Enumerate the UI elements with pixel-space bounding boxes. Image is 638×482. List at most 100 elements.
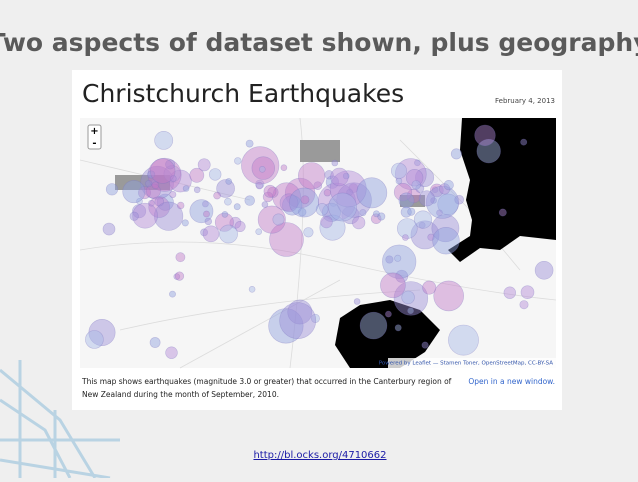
earthquake-marker — [154, 201, 184, 231]
earthquake-marker — [319, 214, 346, 241]
earthquake-marker — [147, 157, 182, 192]
earthquake-marker — [329, 198, 338, 207]
earthquake-marker — [138, 186, 151, 200]
caption: New Zealand during the month of Septembe… — [82, 390, 279, 399]
earthquake-marker — [298, 162, 326, 190]
earthquake-marker — [348, 183, 359, 194]
earthquake-marker — [317, 182, 356, 221]
earthquake-marker — [165, 159, 176, 170]
earthquake-marker — [267, 186, 279, 198]
earthquake-marker — [173, 273, 181, 280]
earthquake-marker — [330, 167, 349, 187]
earthquake-marker — [202, 225, 220, 243]
earthquake-marker — [174, 271, 185, 281]
url-link[interactable]: http://bl.ocks.org/4710662 — [253, 450, 386, 461]
land-mass — [335, 300, 440, 368]
earthquake-marker — [257, 205, 286, 234]
earthquake-marker — [401, 290, 415, 305]
earthquake-marker — [415, 168, 435, 188]
earthquake-marker — [213, 191, 221, 200]
earthquake-marker — [414, 159, 421, 167]
earthquake-marker — [437, 193, 459, 216]
earthquake-marker — [282, 195, 303, 216]
earthquake-marker — [147, 170, 156, 179]
earthquake-marker — [422, 280, 437, 295]
earthquake-marker — [279, 302, 317, 340]
earthquake-marker — [393, 183, 413, 202]
earthquake-marker — [372, 210, 380, 218]
earthquake-marker — [313, 181, 323, 190]
earthquake-marker — [145, 180, 153, 188]
earthquake-marker — [406, 188, 421, 204]
earthquake-marker — [519, 300, 529, 310]
earthquake-marker — [331, 159, 339, 167]
earthquake-marker — [150, 179, 158, 187]
earthquake-marker — [341, 206, 360, 225]
earthquake-marker — [353, 298, 361, 305]
earthquake-marker — [170, 175, 177, 182]
earthquake-marker — [280, 164, 288, 171]
land-mass — [448, 118, 556, 262]
earthquake-marker — [329, 170, 367, 208]
earthquake-marker — [279, 193, 299, 213]
open-link[interactable]: Open in a new window. — [468, 377, 555, 386]
earthquake-marker — [418, 221, 426, 229]
earthquake-marker — [154, 196, 165, 207]
earthquake-marker — [202, 200, 209, 208]
earthquake-marker — [431, 214, 460, 243]
earthquake-marker — [175, 252, 186, 263]
earthquake-marker — [323, 189, 332, 197]
earthquake-marker — [289, 187, 319, 218]
earthquake-marker — [393, 281, 429, 316]
earthquake-marker — [402, 234, 409, 241]
earthquake-marker — [382, 244, 417, 279]
earthquake-marker — [394, 254, 402, 262]
earthquake-marker — [450, 148, 462, 160]
earthquake-marker — [303, 227, 314, 238]
earthquake-marker — [385, 255, 394, 264]
earthquake-marker — [370, 213, 382, 224]
earthquake-marker — [234, 221, 246, 233]
earthquake-marker — [255, 228, 263, 235]
earthquake-marker — [168, 169, 192, 193]
earthquake-marker — [154, 130, 174, 150]
earthquake-marker — [328, 192, 358, 222]
zoom-control[interactable] — [87, 124, 102, 150]
earthquake-marker — [122, 180, 146, 204]
earthquake-marker — [390, 162, 407, 179]
earthquake-marker — [234, 157, 242, 165]
earthquake-marker — [193, 186, 201, 194]
earthquake-marker — [407, 307, 414, 315]
map: + - Powered by Leaflet — Stamen Toner, O… — [79, 117, 557, 369]
earthquake-marker — [443, 180, 454, 191]
earthquake-marker — [324, 170, 334, 180]
earthquake-marker — [395, 177, 403, 185]
earthquake-marker — [321, 202, 341, 222]
earthquake-marker — [432, 227, 460, 255]
zoom-out[interactable]: - — [92, 138, 96, 149]
earthquake-marker — [433, 280, 465, 312]
attribution-bg — [388, 358, 556, 368]
earthquake-marker — [214, 212, 234, 232]
attribution[interactable]: Powered by Leaflet — Stamen Toner, OpenS… — [379, 361, 553, 367]
earthquake-marker — [325, 175, 340, 189]
earthquake-marker — [534, 260, 554, 280]
earthquake-marker — [394, 324, 402, 332]
page-title: Christchurch Earthquakes — [82, 79, 404, 108]
earthquake-marker — [145, 183, 161, 199]
earthquake-marker — [413, 210, 433, 229]
earthquake-marker — [189, 199, 214, 224]
earthquake-marker — [520, 138, 528, 146]
earthquake-marker — [203, 210, 210, 218]
earthquake-marker — [165, 346, 178, 359]
earthquake-marker — [233, 203, 241, 211]
earthquake-marker — [342, 172, 350, 180]
earthquake-marker — [263, 184, 277, 198]
earthquake-marker — [229, 216, 242, 229]
earthquake-marker — [169, 290, 176, 298]
earthquake-marker — [352, 216, 366, 230]
earthquake-marker — [148, 196, 170, 218]
zoom-in[interactable]: + — [90, 126, 98, 137]
earthquake-marker — [474, 124, 496, 146]
